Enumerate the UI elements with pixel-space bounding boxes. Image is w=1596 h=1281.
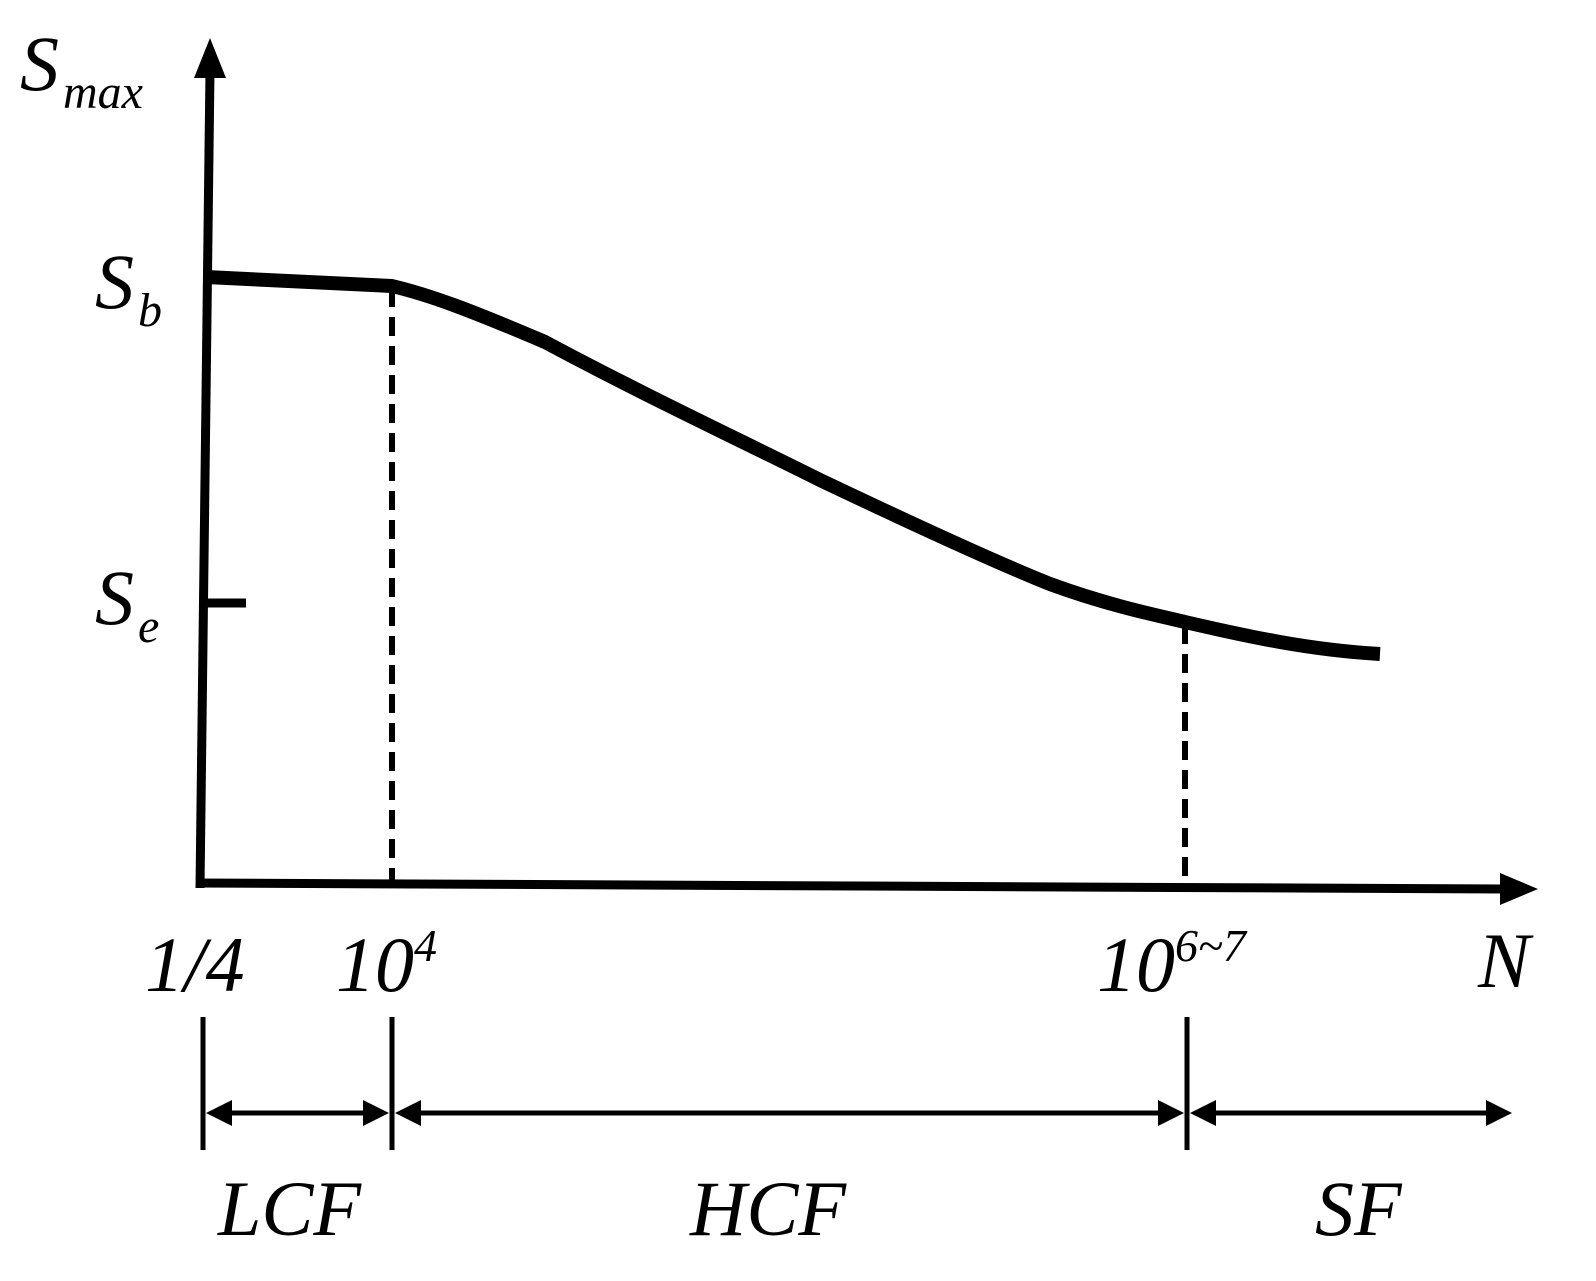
y-tick-label-se: Se bbox=[95, 554, 159, 653]
x-axis-arrowhead bbox=[1500, 873, 1538, 905]
region-label-sf: SF bbox=[1315, 1165, 1403, 1252]
x-axis-line bbox=[195, 878, 1506, 894]
region-label-hcf: HCF bbox=[689, 1165, 847, 1252]
y-axis-arrowhead bbox=[194, 38, 226, 78]
x-tick-label-1e6-7: 106~7 bbox=[1097, 920, 1248, 1008]
x-tick-label-quarter: 1/4 bbox=[145, 921, 245, 1008]
arrowhead-right bbox=[1486, 1100, 1512, 1126]
x-axis bbox=[195, 873, 1538, 905]
hcf-range-arrow bbox=[395, 1100, 1184, 1126]
arrowhead-left bbox=[1190, 1100, 1216, 1126]
region-label-lcf: LCF bbox=[217, 1165, 362, 1252]
sn-curve bbox=[205, 270, 1381, 661]
y-tick-label-sb: Sb bbox=[95, 238, 162, 337]
arrowhead-right bbox=[363, 1100, 389, 1126]
y-axis bbox=[194, 38, 226, 889]
sf-range-arrow bbox=[1190, 1100, 1512, 1126]
x-tick-label-1e4: 104 bbox=[336, 920, 437, 1008]
arrowhead-left bbox=[206, 1100, 232, 1126]
region-boundaries bbox=[200, 1017, 1190, 1150]
arrowhead-left bbox=[395, 1100, 421, 1126]
arrowhead-right bbox=[1158, 1100, 1184, 1126]
x-axis-label: N bbox=[1477, 917, 1534, 1004]
lcf-range-arrow bbox=[206, 1100, 389, 1126]
y-axis-label: Smax bbox=[20, 20, 143, 119]
y-axis-line bbox=[195, 69, 215, 889]
